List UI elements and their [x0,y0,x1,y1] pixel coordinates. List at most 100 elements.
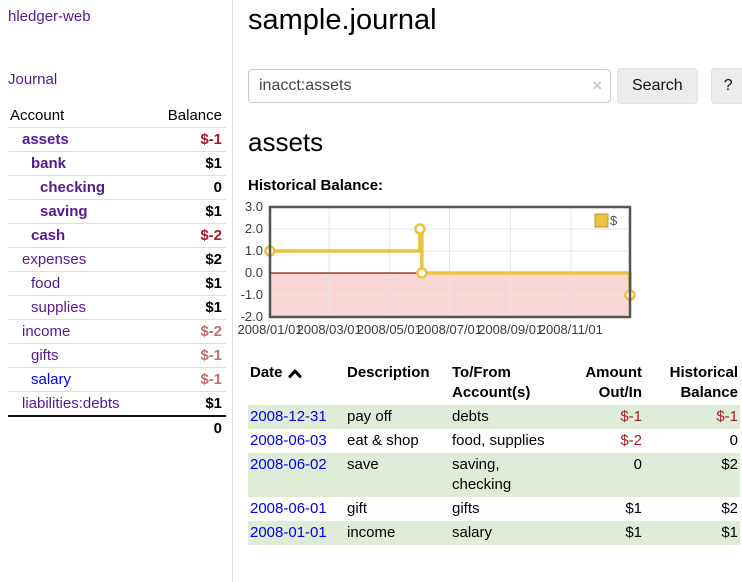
transaction-description: pay off [345,405,450,429]
transaction-amount: 0 [562,453,644,497]
transaction-accounts: salary [450,521,562,545]
account-balance: $1 [160,392,226,417]
transaction-balance: $2 [644,453,740,497]
account-balance: $-2 [160,224,226,248]
svg-text:2008/09/01: 2008/09/01 [478,322,543,337]
transaction-date-link[interactable]: 2008-06-03 [250,432,327,449]
transaction-amount: $1 [562,521,644,545]
account-link-supplies[interactable]: supplies [31,299,86,316]
accounts-header-balance: Balance [160,104,226,128]
register-row: 2008-01-01 income salary $1 $1 [248,521,740,545]
account-row: saving $1 [8,200,226,224]
app-brand-link[interactable]: hledger-web [8,8,232,25]
account-link-expenses[interactable]: expenses [22,251,86,268]
account-link-liabilities-debts[interactable]: liabilities:debts [22,395,120,412]
transaction-description: save [345,453,450,497]
svg-text:3.0: 3.0 [245,199,263,214]
historical-balance-chart[interactable]: 3.02.01.00.0-1.0-2.02008/01/012008/03/01… [240,202,738,344]
account-row: checking 0 [8,176,226,200]
register-row: 2008-06-03 eat & shop food, supplies $-2… [248,429,740,453]
transaction-balance: $2 [644,497,740,521]
account-link-food[interactable]: food [31,275,60,292]
account-balance: $2 [160,248,226,272]
account-balance: $-1 [160,368,226,392]
accounts-total-value: 0 [160,416,226,440]
register-header-description: Description [345,361,450,405]
account-row: bank $1 [8,152,226,176]
svg-text:$: $ [610,213,618,228]
account-link-income[interactable]: income [22,323,70,340]
sidebar: hledger-web Journal Account Balance asse… [0,0,233,582]
transaction-date-link[interactable]: 2008-12-31 [250,408,327,425]
search-input[interactable] [248,69,611,103]
account-row: food $1 [8,272,226,296]
page-title: sample.journal [248,2,738,38]
clear-search-icon[interactable]: × [592,76,602,96]
account-balance: $1 [160,272,226,296]
svg-text:-1.0: -1.0 [241,287,263,302]
transaction-accounts: gifts [450,497,562,521]
svg-text:2008/11/01: 2008/11/01 [539,322,603,337]
nav-journal-link[interactable]: Journal [8,71,232,88]
account-link-checking[interactable]: checking [40,179,105,196]
accounts-table: Account Balance assets $-1 bank $1 check… [8,104,226,440]
chart-canvas[interactable]: 3.02.01.00.0-1.0-2.02008/01/012008/03/01… [240,202,638,340]
register-header-tofrom: To/From Account(s) [450,361,562,405]
account-balance: $1 [160,152,226,176]
register-header-date-label: Date [250,363,283,383]
transaction-date-link[interactable]: 2008-06-01 [250,500,327,517]
transaction-date-link[interactable]: 2008-06-02 [250,456,327,473]
search-form: × Search ? [248,68,738,104]
transaction-accounts: debts [450,405,562,429]
accounts-total-row: 0 [8,416,226,440]
account-row: gifts $-1 [8,344,226,368]
transaction-date-link[interactable]: 2008-01-01 [250,524,327,541]
transaction-balance: 0 [644,429,740,453]
register-table: Date Description To/From Account(s) Amou… [248,361,740,545]
search-button[interactable]: Search [617,68,698,104]
account-link-salary[interactable]: salary [31,371,71,388]
transaction-accounts: saving, checking [450,453,562,497]
svg-text:2.0: 2.0 [245,221,263,236]
account-row: assets $-1 [8,128,226,152]
account-row: income $-2 [8,320,226,344]
transaction-description: gift [345,497,450,521]
account-balance: $1 [160,296,226,320]
svg-text:0.0: 0.0 [245,265,263,280]
transaction-amount: $-1 [562,405,644,429]
chevron-up-icon [288,368,302,379]
help-button[interactable]: ? [711,68,742,104]
transaction-balance: $-1 [644,405,740,429]
svg-text:2008/05/01: 2008/05/01 [357,322,422,337]
account-row: liabilities:debts $1 [8,392,226,417]
account-balance: $1 [160,200,226,224]
register-row: 2008-06-01 gift gifts $1 $2 [248,497,740,521]
register-row: 2008-12-31 pay off debts $-1 $-1 [248,405,740,429]
register-header-row: Date Description To/From Account(s) Amou… [248,361,740,405]
account-link-saving[interactable]: saving [40,203,88,220]
account-row: expenses $2 [8,248,226,272]
chart-title: Historical Balance: [248,177,738,194]
register-header-date[interactable]: Date [248,361,345,405]
register-row: 2008-06-02 save saving, checking 0 $2 [248,453,740,497]
account-link-cash[interactable]: cash [31,227,65,244]
account-row: cash $-2 [8,224,226,248]
transaction-balance: $1 [644,521,740,545]
svg-text:1.0: 1.0 [245,243,263,258]
account-link-gifts[interactable]: gifts [31,347,59,364]
accounts-header-account: Account [8,104,160,128]
account-balance: $-2 [160,320,226,344]
account-row: supplies $1 [8,296,226,320]
account-link-assets[interactable]: assets [22,131,69,148]
account-balance: 0 [160,176,226,200]
transaction-accounts: food, supplies [450,429,562,453]
transaction-amount: $-2 [562,429,644,453]
svg-text:2008/07/01: 2008/07/01 [417,322,482,337]
svg-text:2008/03/01: 2008/03/01 [297,322,362,337]
transaction-amount: $1 [562,497,644,521]
register-header-balance: Historical Balance [644,361,740,405]
account-link-bank[interactable]: bank [31,155,66,172]
transaction-description: eat & shop [345,429,450,453]
account-balance: $-1 [160,128,226,152]
register-header-amount: Amount Out/In [562,361,644,405]
